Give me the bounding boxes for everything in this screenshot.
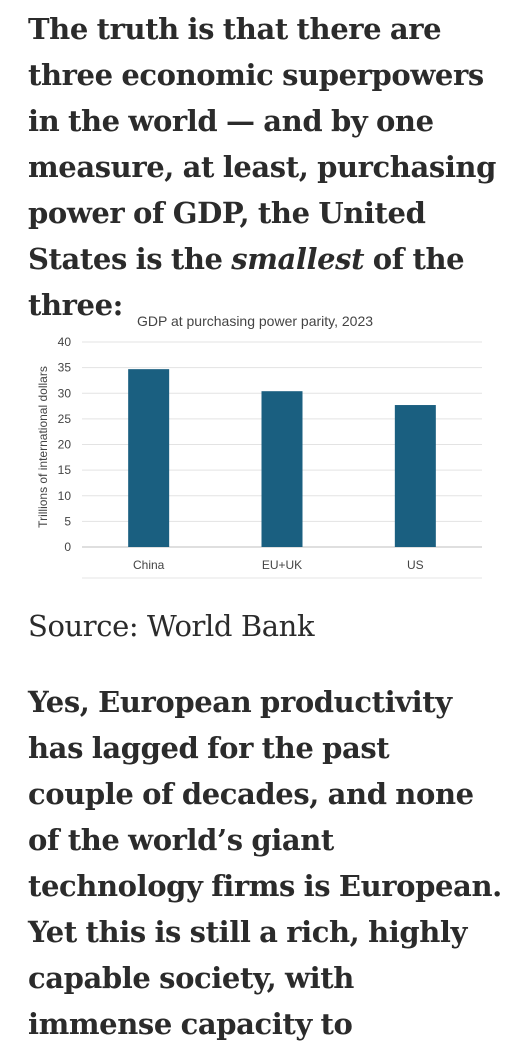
y-tick-label: 40 [58,335,72,349]
chart-title: GDP at purchasing power parity, 2023 [137,313,373,329]
bar-china [128,369,170,547]
x-tick-label: EU+UK [262,558,302,572]
gdp-chart-svg: GDP at purchasing power parity, 2023 0 5 1… [36,313,482,579]
source-line: Source: World Bank [28,609,315,643]
x-tick-label: US [407,558,424,572]
y-tick-label: 15 [58,463,72,477]
intro-emphasis: smallest [231,242,365,276]
y-tick-labels: 0 5 10 15 20 25 30 35 40 [58,335,72,554]
bar-eu-uk [261,391,303,547]
gdp-chart: GDP at purchasing power parity, 2023 0 5 1… [0,300,509,585]
x-tick-labels: China EU+UK US [133,558,424,572]
intro-text-end: of the three: [28,242,465,322]
y-tick-label: 30 [58,386,72,400]
outro-paragraph: Yes, European productivity has lagged fo… [28,685,502,1041]
y-tick-label: 25 [58,412,72,426]
y-axis-label: Trillions of international dollars [36,366,50,528]
y-tick-label: 5 [64,514,71,528]
y-tick-label: 0 [64,540,71,554]
intro-text: The truth is that there are three econom… [28,12,496,276]
y-tick-label: 20 [58,438,72,452]
bars [128,369,436,547]
y-tick-label: 10 [58,489,72,503]
intro-paragraph: The truth is that there are three econom… [28,6,503,328]
y-tick-label: 35 [58,361,72,375]
bar-us [394,405,436,547]
x-tick-label: China [133,558,165,572]
